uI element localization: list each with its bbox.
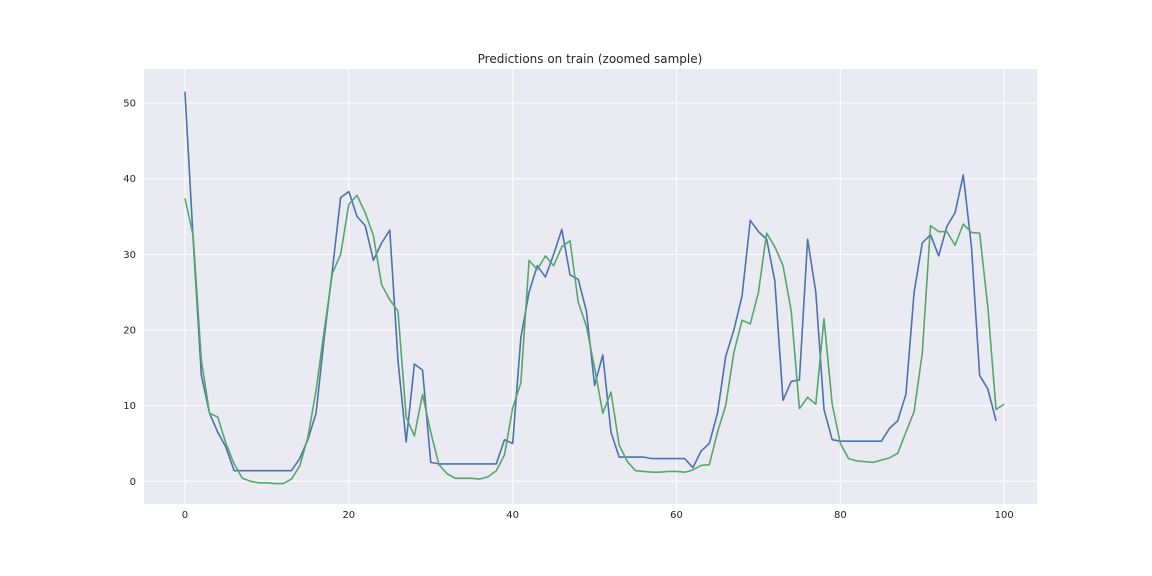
series-line-2 bbox=[184, 194, 1005, 485]
chart-title: Predictions on train (zoomed sample) bbox=[478, 52, 703, 66]
series-group bbox=[184, 91, 1005, 485]
y-tick-label: 0 bbox=[130, 477, 136, 488]
grid bbox=[144, 69, 1037, 504]
x-tick-label: 20 bbox=[342, 510, 355, 521]
x-tick-label: 40 bbox=[506, 510, 519, 521]
y-tick-label: 10 bbox=[123, 401, 136, 412]
x-tick-label: 0 bbox=[182, 510, 188, 521]
y-tick-label: 20 bbox=[123, 326, 136, 337]
y-tick-label: 30 bbox=[123, 250, 136, 261]
x-tick-label: 60 bbox=[670, 510, 683, 521]
y-tick-label: 50 bbox=[123, 99, 136, 110]
tick-labels: 0 20 40 60 80 100 0 10 20 30 40 50 bbox=[123, 99, 1014, 521]
x-tick-label: 100 bbox=[995, 510, 1014, 521]
x-tick-label: 80 bbox=[834, 510, 847, 521]
y-tick-label: 40 bbox=[123, 174, 136, 185]
